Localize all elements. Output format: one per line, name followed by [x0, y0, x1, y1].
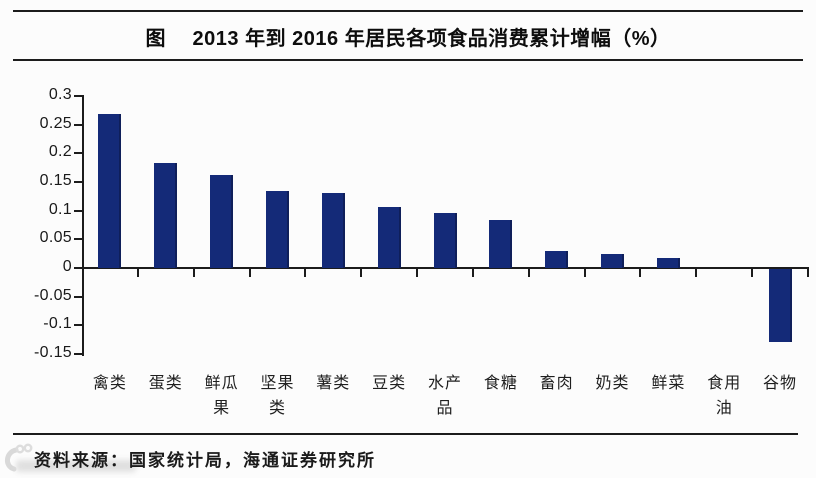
y-tick-label: 0: [62, 258, 72, 275]
y-tick-label: 0.3: [48, 86, 72, 103]
x-axis-label: 鲜瓜果: [204, 375, 239, 417]
bar-鲜瓜果: [210, 174, 234, 268]
x-tick: [248, 269, 251, 277]
x-axis-label: 蛋类: [148, 375, 183, 392]
y-tick: [74, 295, 82, 298]
y-tick-label: -0.05: [34, 286, 72, 304]
divider-bottom: [13, 433, 798, 435]
x-tick: [639, 269, 642, 277]
y-tick-label: 0.25: [39, 114, 72, 132]
x-tick: [751, 269, 754, 277]
x-tick: [304, 269, 307, 277]
x-axis-label: 坚果类: [260, 375, 295, 417]
x-axis-label: 鲜菜: [651, 375, 686, 392]
x-tick: [807, 269, 809, 277]
bar-谷物: [768, 269, 792, 342]
y-tick-label: -0.15: [34, 344, 72, 361]
bar-畜肉: [545, 250, 569, 268]
bar-鲜菜: [656, 257, 680, 268]
x-axis-label: 畜肉: [539, 375, 574, 392]
watermark-glyph: [5, 443, 33, 472]
x-axis-label: 食糖: [483, 375, 518, 392]
y-tick: [74, 181, 82, 183]
y-tick-label: -0.1: [43, 315, 72, 333]
bar-蛋类: [154, 163, 178, 268]
x-axis-label: 谷物: [763, 375, 798, 392]
bar-水产品: [433, 212, 457, 268]
y-tick: [74, 267, 82, 269]
y-tick: [74, 238, 82, 241]
bar-坚果类: [265, 191, 289, 268]
x-tick: [695, 269, 698, 277]
y-tick: [74, 95, 82, 97]
x-axis-label: 奶类: [595, 375, 630, 392]
y-tick-label: 0.2: [48, 143, 72, 161]
x-axis-label: 豆类: [372, 375, 407, 392]
watermark-logo: [0, 440, 160, 478]
x-axis-label: 禽类: [92, 375, 127, 392]
x-axis: [82, 267, 809, 269]
y-tick: [74, 209, 82, 212]
y-tick-label: 0.15: [39, 172, 72, 189]
y-axis: [82, 95, 84, 356]
watermark-blurred-text: [16, 460, 136, 472]
y-tick: [74, 353, 82, 355]
bar-食糖: [489, 219, 513, 268]
x-tick: [360, 269, 363, 277]
x-axis-label: 水产品: [427, 375, 462, 417]
y-tick: [74, 123, 82, 126]
y-tick-label: 0.05: [39, 229, 72, 247]
x-tick: [527, 269, 530, 277]
y-tick: [74, 152, 82, 155]
x-axis-label: 薯类: [316, 375, 351, 392]
divider-top: [13, 10, 803, 12]
y-tick: [74, 324, 82, 327]
source-note: 资料来源：国家统计局，海通证券研究所: [34, 451, 376, 470]
bar-薯类: [321, 193, 345, 268]
x-tick: [471, 269, 474, 277]
x-axis-label: 食用油: [707, 375, 742, 417]
bar-豆类: [377, 207, 401, 268]
y-tick-label: 0.1: [48, 200, 72, 218]
x-tick: [416, 269, 419, 277]
x-tick: [136, 269, 139, 277]
divider-title-bottom: [13, 59, 803, 61]
bar-禽类: [98, 114, 122, 268]
x-tick: [192, 269, 195, 277]
bar-奶类: [601, 254, 625, 268]
x-tick: [583, 269, 586, 277]
chart-title: 图 2013 年到 2016 年居民各项食品消费累计增幅（%）: [145, 28, 671, 50]
